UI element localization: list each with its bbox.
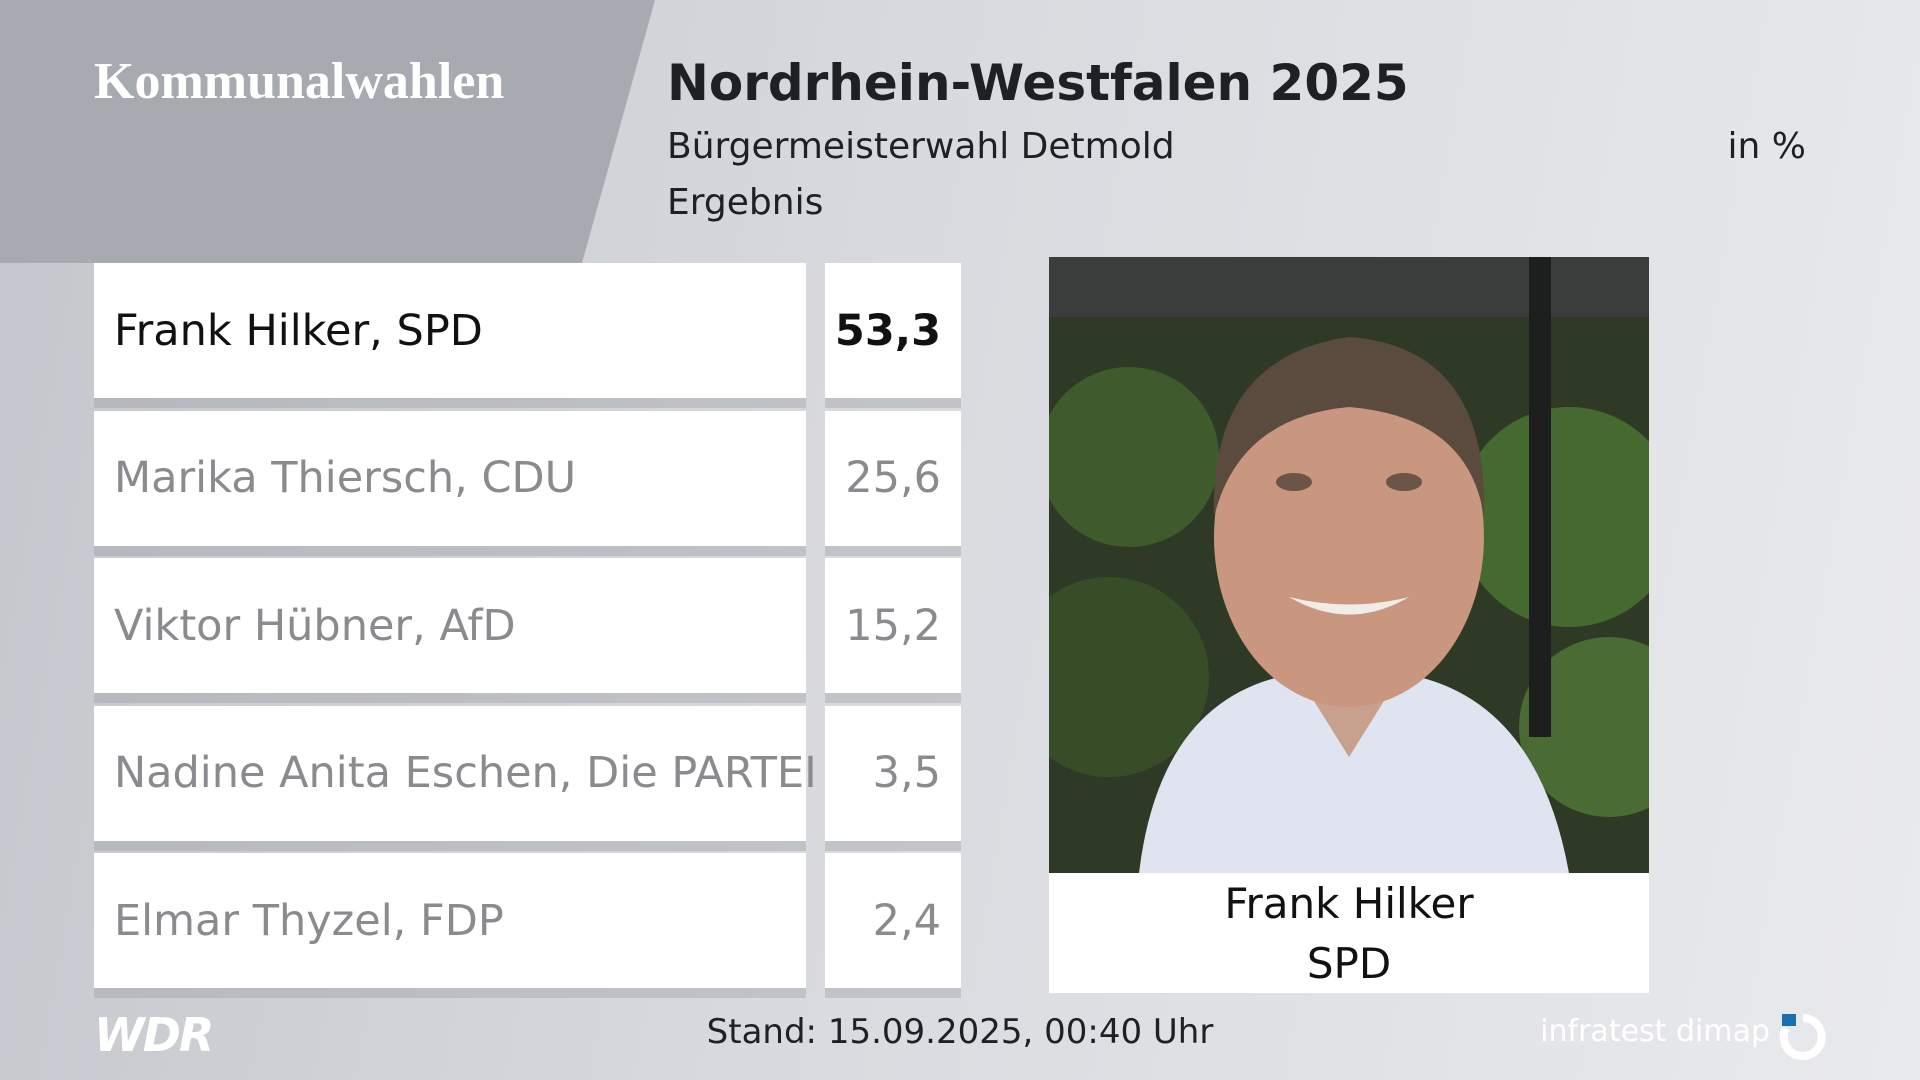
- candidate-party: SPD: [1306, 939, 1392, 988]
- candidate-name: Frank Hilker: [1224, 879, 1474, 928]
- timestamp: Stand: 15.09.2025, 00:40 Uhr: [706, 1012, 1214, 1052]
- brand: Kommunalwahlen: [94, 53, 505, 110]
- candidate-cell: Elmar Thyzel, FDP: [94, 853, 806, 988]
- candidate-caption: Frank Hilker SPD: [1049, 873, 1649, 993]
- result-cell: 25,6: [825, 410, 961, 546]
- subtitle: Bürgermeisterwahl Detmold: [667, 126, 1175, 167]
- candidate-cell: Viktor Hübner, AfD: [94, 558, 806, 693]
- source-icon: [1779, 1014, 1826, 1060]
- result-cell: 53,3: [825, 263, 961, 398]
- source: infratest dimap: [1540, 1014, 1770, 1049]
- unit: in %: [1727, 126, 1806, 167]
- candidate-photo: [1049, 257, 1649, 873]
- result-cell: 3,5: [825, 705, 961, 841]
- title: Nordrhein-Westfalen 2025: [667, 54, 1409, 112]
- result-cell: 15,2: [825, 558, 961, 693]
- candidate-cell: Frank Hilker, SPD: [94, 263, 806, 398]
- candidate-cell: Marika Thiersch, CDU: [94, 410, 806, 546]
- logo: WDR: [94, 1008, 214, 1062]
- result-cell: 2,4: [825, 853, 961, 988]
- candidate-cell: Nadine Anita Eschen, Die PARTEI: [94, 705, 817, 841]
- header-panel: [0, 0, 655, 263]
- label: Ergebnis: [667, 182, 824, 223]
